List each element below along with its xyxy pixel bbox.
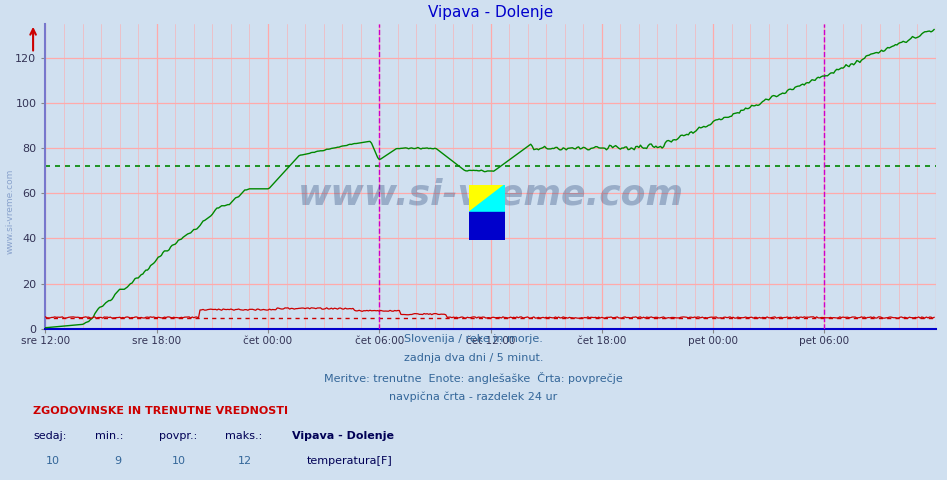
Polygon shape <box>469 185 505 212</box>
Text: maks.:: maks.: <box>225 431 262 441</box>
Text: 9: 9 <box>114 456 121 466</box>
Text: Slovenija / reke in morje.: Slovenija / reke in morje. <box>404 334 543 344</box>
Text: temperatura[F]: temperatura[F] <box>307 456 393 466</box>
Text: povpr.:: povpr.: <box>159 431 197 441</box>
Text: sedaj:: sedaj: <box>33 431 66 441</box>
Text: navpična črta - razdelek 24 ur: navpična črta - razdelek 24 ur <box>389 391 558 402</box>
Text: www.si-vreme.com: www.si-vreme.com <box>297 178 684 212</box>
Title: Vipava - Dolenje: Vipava - Dolenje <box>428 5 553 20</box>
Text: zadnja dva dni / 5 minut.: zadnja dva dni / 5 minut. <box>403 353 544 363</box>
Text: Vipava - Dolenje: Vipava - Dolenje <box>292 431 394 441</box>
Text: 12: 12 <box>238 456 252 466</box>
Text: www.si-vreme.com: www.si-vreme.com <box>6 168 15 254</box>
Polygon shape <box>469 185 505 212</box>
Text: 10: 10 <box>45 456 60 466</box>
Text: Meritve: trenutne  Enote: anglešaške  Črta: povprečje: Meritve: trenutne Enote: anglešaške Črta… <box>324 372 623 384</box>
Polygon shape <box>469 212 505 240</box>
Text: min.:: min.: <box>95 431 123 441</box>
Text: ZGODOVINSKE IN TRENUTNE VREDNOSTI: ZGODOVINSKE IN TRENUTNE VREDNOSTI <box>33 406 288 416</box>
Text: 10: 10 <box>171 456 186 466</box>
